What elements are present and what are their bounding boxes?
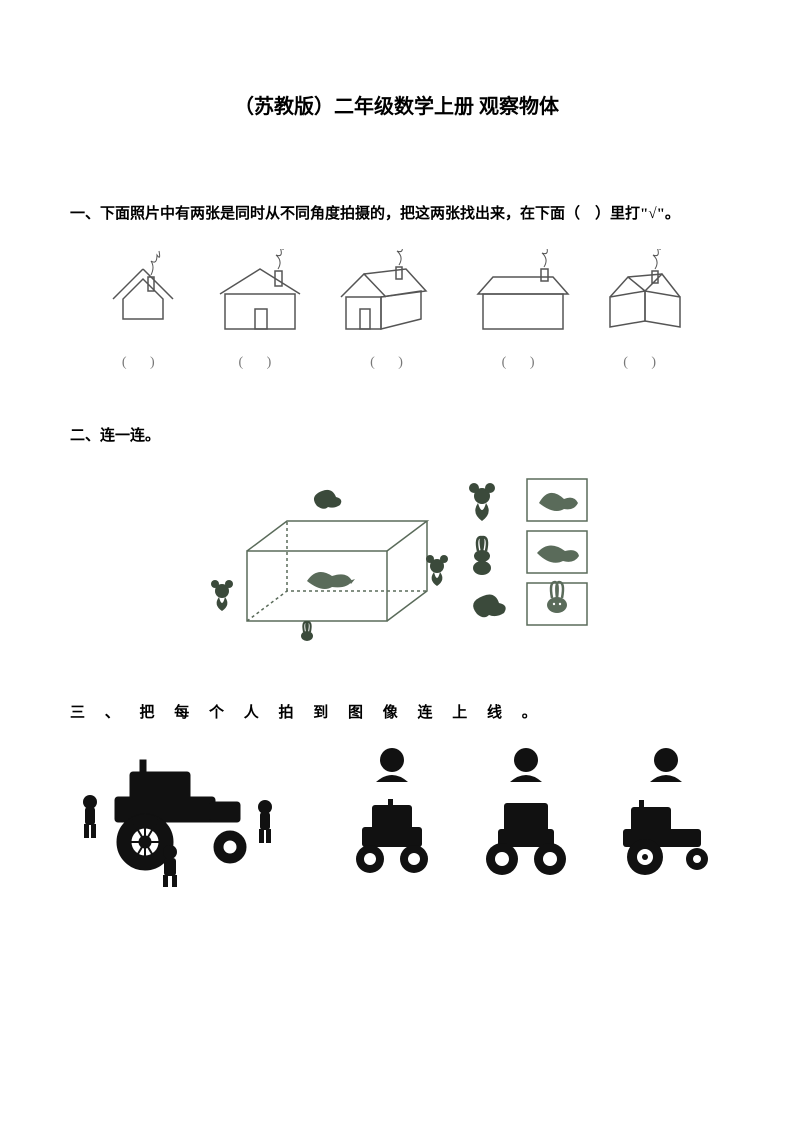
q1-prompt: 一、下面照片中有两张是同时从不同角度拍摄的，把这两张找出来，在下面（ ）里打"√… [70,199,723,229]
house-icon [93,249,193,349]
q3-view-2 [476,742,576,877]
head-icon [496,742,556,787]
q2-prompt: 二、连一连。 [70,421,723,451]
q1-house-3: ( ) [326,249,456,371]
q3-view-3 [611,742,721,877]
house-icon [590,249,700,349]
head-icon [636,742,696,787]
q3-view-1 [342,742,442,877]
q3-tractor-scene [70,742,300,892]
q1-paren-3: ( ) [370,355,413,371]
q2-illustration [187,471,607,651]
tractor-back-icon [476,797,576,877]
question-3: 三 、 把 每 个 人 拍 到 图 像 连 上 线 。 [70,701,723,897]
q1-house-5: ( ) [590,249,700,371]
q1-paren-5: ( ) [623,355,666,371]
house-icon [326,249,456,349]
tractor-front-icon [342,797,442,877]
page-title: （苏教版）二年级数学上册 观察物体 [70,90,723,119]
question-2: 二、连一连。 [70,421,723,651]
q1-house-4: ( ) [463,249,583,371]
head-icon [362,742,422,787]
q1-houses-row: ( ) ( ) [70,249,723,371]
house-icon [463,249,583,349]
q1-house-1: ( ) [93,249,193,371]
q1-paren-4: ( ) [502,355,545,371]
question-1: 一、下面照片中有两张是同时从不同角度拍摄的，把这两张找出来，在下面（ ）里打"√… [70,199,723,371]
q1-house-2: ( ) [200,249,320,371]
q3-prompt: 三 、 把 每 个 人 拍 到 图 像 连 上 线 。 [70,701,723,722]
q1-paren-2: ( ) [238,355,281,371]
tractor-side-icon [611,797,721,877]
house-icon [200,249,320,349]
q1-paren-1: ( ) [122,355,165,371]
